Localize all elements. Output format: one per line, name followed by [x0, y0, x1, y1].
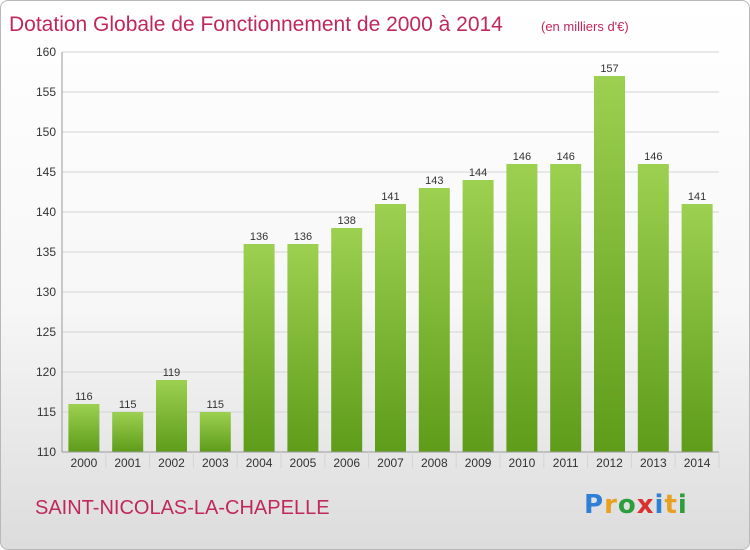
x-tick-label: 2007	[377, 456, 404, 470]
data-label: 141	[381, 191, 399, 203]
logo-letter: i	[677, 490, 688, 520]
bars-layer: 116 115 119 115 136 136 138 141 143 144 146 146 157 1…	[68, 63, 713, 452]
logo-letter: r	[604, 490, 618, 520]
x-tick-label: 2005	[290, 456, 317, 470]
data-label: 141	[688, 191, 706, 203]
data-label: 116	[75, 391, 93, 403]
data-label: 115	[207, 399, 225, 411]
y-tick-label: 140	[36, 205, 56, 219]
x-tick-label: 2008	[421, 456, 448, 470]
x-tick-label: 2010	[509, 456, 536, 470]
chart-title: Dotation Globale de Fonctionnement de 20…	[9, 13, 503, 36]
bar	[550, 164, 582, 452]
bar	[112, 412, 144, 452]
data-label: 136	[294, 231, 312, 243]
logo-letter: x	[636, 490, 655, 520]
y-tick-label: 110	[37, 445, 56, 459]
logo-letter: t	[664, 490, 678, 520]
y-tick-label: 125	[36, 325, 56, 339]
data-label: 136	[250, 231, 268, 243]
bar	[287, 244, 319, 452]
x-tick-label: 2000	[71, 456, 98, 470]
data-label: 146	[513, 151, 531, 163]
bar	[156, 380, 187, 452]
axis-layer: 110 115 120 125 130 135 140 145 150 155 160 2000 200…	[36, 45, 720, 470]
logo-letter: o	[617, 490, 637, 520]
bar	[594, 76, 625, 452]
x-tick-label: 2006	[333, 456, 360, 470]
x-tick-label: 2012	[596, 456, 623, 470]
bar	[199, 412, 231, 452]
bar	[506, 164, 538, 452]
bar	[462, 180, 494, 452]
data-label: 157	[600, 63, 618, 75]
data-label: 144	[469, 167, 487, 179]
x-tick-label: 2014	[684, 456, 711, 470]
x-tick-label: 2004	[246, 456, 273, 470]
logo-letter: i	[654, 490, 665, 520]
y-tick-label: 120	[36, 365, 56, 379]
bar	[68, 404, 100, 452]
y-tick-label: 160	[36, 45, 56, 59]
data-label: 146	[557, 151, 575, 163]
bar	[637, 164, 669, 452]
x-tick-label: 2003	[202, 456, 229, 470]
data-label: 146	[644, 151, 662, 163]
y-tick-label: 115	[37, 405, 56, 419]
bar	[243, 244, 275, 452]
bar	[418, 188, 450, 452]
y-tick-label: 130	[36, 285, 56, 299]
proxiti-logo: Proxiti	[584, 490, 688, 520]
x-tick-label: 2013	[640, 456, 667, 470]
x-tick-label: 2001	[114, 456, 141, 470]
x-tick-label: 2002	[158, 456, 185, 470]
data-label: 143	[425, 175, 443, 187]
bar	[375, 204, 406, 452]
data-label: 119	[163, 367, 181, 379]
x-tick-label: 2011	[553, 456, 579, 470]
y-tick-label: 150	[36, 125, 56, 139]
chart-unit: (en milliers d'€)	[541, 19, 629, 34]
data-label: 115	[119, 399, 137, 411]
x-tick-label: 2009	[465, 456, 492, 470]
y-tick-label: 155	[36, 85, 56, 99]
bar	[681, 204, 713, 452]
place-name: SAINT-NICOLAS-LA-CHAPELLE	[35, 497, 330, 519]
logo-letter: P	[584, 490, 605, 520]
bar	[331, 228, 363, 452]
y-tick-label: 135	[36, 245, 56, 259]
data-label: 138	[338, 215, 356, 227]
y-tick-label: 145	[36, 165, 56, 179]
